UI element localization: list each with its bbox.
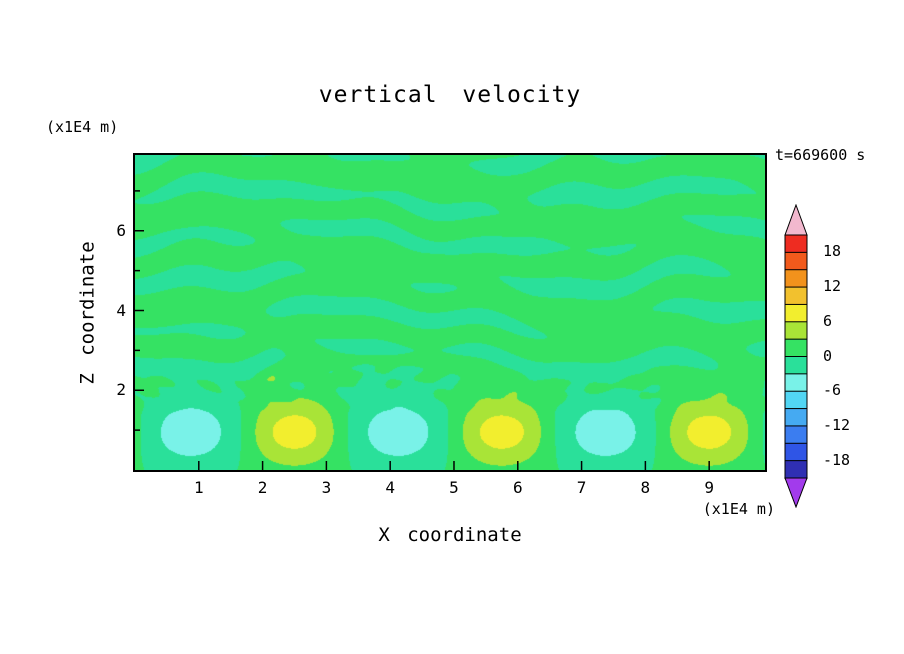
colorbar-segment [784, 251, 808, 271]
colorbar-label: 12 [823, 277, 842, 296]
colorbar-segment [784, 442, 808, 462]
x-tick-label: 6 [512, 478, 523, 497]
x-tick-label: 8 [640, 478, 651, 497]
colorbar-segment [784, 356, 808, 375]
contour-field-canvas [135, 155, 765, 470]
colorbar-segment [784, 408, 808, 428]
colorbar-label: -6 [823, 381, 842, 400]
plot-frame [133, 153, 767, 472]
colorbar-label: -18 [823, 450, 851, 469]
x-axis-title: X coordinate [378, 524, 522, 546]
y-tick-label: 2 [116, 380, 126, 400]
colorbar-segment [784, 373, 808, 393]
colorbar-segment [784, 460, 808, 480]
colorbar-labels: 18 12 6 0 -6 -12 -18 [815, 204, 865, 508]
colorbar-label: 18 [823, 242, 842, 261]
x-tick-label: 1 [193, 478, 204, 497]
y-tick-label: 6 [116, 220, 126, 240]
x-tick-label: 3 [321, 478, 332, 497]
chart-title: vertical velocity [318, 82, 582, 108]
colorbar [783, 203, 809, 509]
x-tick-label: 7 [576, 478, 587, 497]
colorbar-segment [784, 390, 808, 410]
colorbar-bottom-arrow [784, 477, 808, 509]
colorbar-segment [784, 425, 808, 445]
colorbar-segment [784, 303, 808, 323]
colorbar-segment [784, 321, 808, 341]
x-tick-label: 2 [257, 478, 268, 497]
y-tick-labels: 2 4 6 [92, 155, 126, 470]
colorbar-segment [784, 234, 808, 254]
y-axis-title-text: Z coordinate [77, 240, 99, 385]
colorbar-segment [784, 269, 808, 289]
y-axis-title: Z coordinate [68, 155, 108, 470]
colorbar-label: 6 [823, 311, 833, 330]
colorbar-top-arrow [784, 203, 808, 236]
colorbar-svg [784, 203, 808, 509]
x-tick-label: 9 [704, 478, 714, 497]
x-axis-unit-label: (x1E4 m) [702, 500, 775, 518]
x-tick-label: 5 [449, 478, 459, 497]
y-tick-label: 4 [116, 300, 126, 320]
colorbar-label: -12 [823, 415, 851, 434]
x-tick-labels: 1 2 3 4 5 6 7 8 9 [135, 472, 765, 498]
x-tick-label: 4 [385, 478, 396, 497]
colorbar-segment [784, 338, 808, 358]
colorbar-label: 0 [823, 346, 833, 365]
y-axis-unit-label: (x1E4 m) [46, 118, 119, 136]
colorbar-segment [784, 286, 808, 306]
time-annotation: t=669600 s [775, 146, 866, 164]
